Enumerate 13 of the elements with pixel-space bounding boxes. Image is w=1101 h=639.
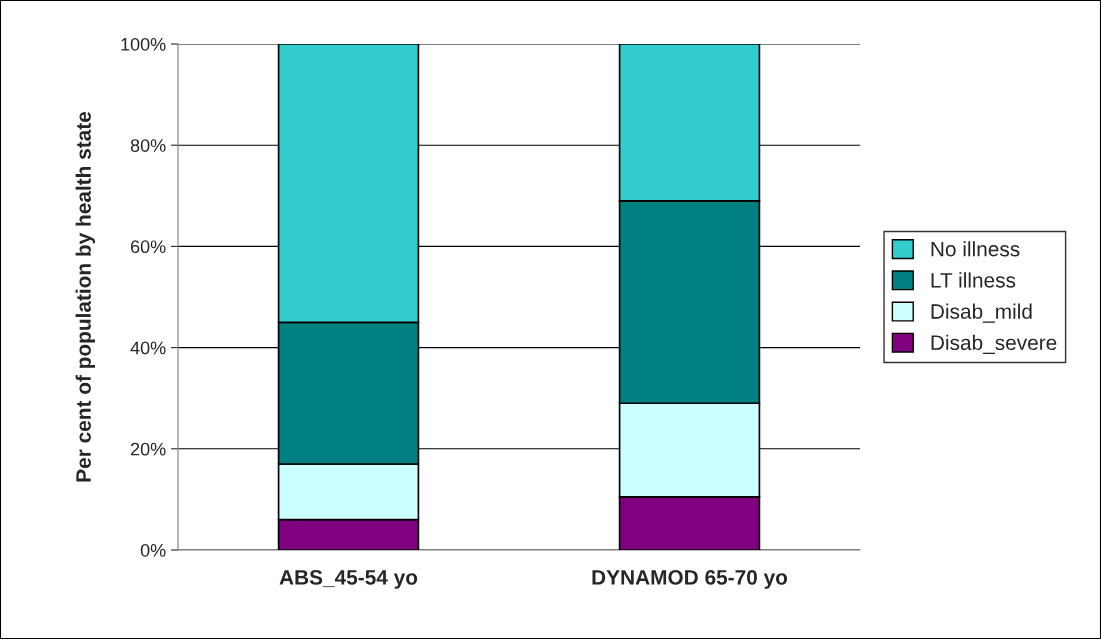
y-tick-label: 100% bbox=[121, 37, 166, 51]
y-tick-label: 0% bbox=[140, 543, 166, 557]
legend-label: Disab_mild bbox=[931, 303, 1032, 323]
x-tick-label: DYNAMOD 65-70 yo bbox=[592, 569, 788, 589]
y-tick-label: 60% bbox=[130, 240, 166, 254]
y-tick-label: 80% bbox=[130, 139, 166, 152]
y-tick-label: 20% bbox=[130, 442, 166, 456]
y-tick-label: 40% bbox=[130, 341, 166, 355]
legend-label: No illness bbox=[931, 241, 1020, 257]
x-tick-label: ABS_45-54 yo bbox=[279, 569, 418, 589]
legend-label: LT illness bbox=[931, 272, 1016, 288]
y-axis-title: Per cent of population by health state bbox=[75, 111, 96, 482]
legend-label: Disab_severe bbox=[931, 334, 1057, 355]
